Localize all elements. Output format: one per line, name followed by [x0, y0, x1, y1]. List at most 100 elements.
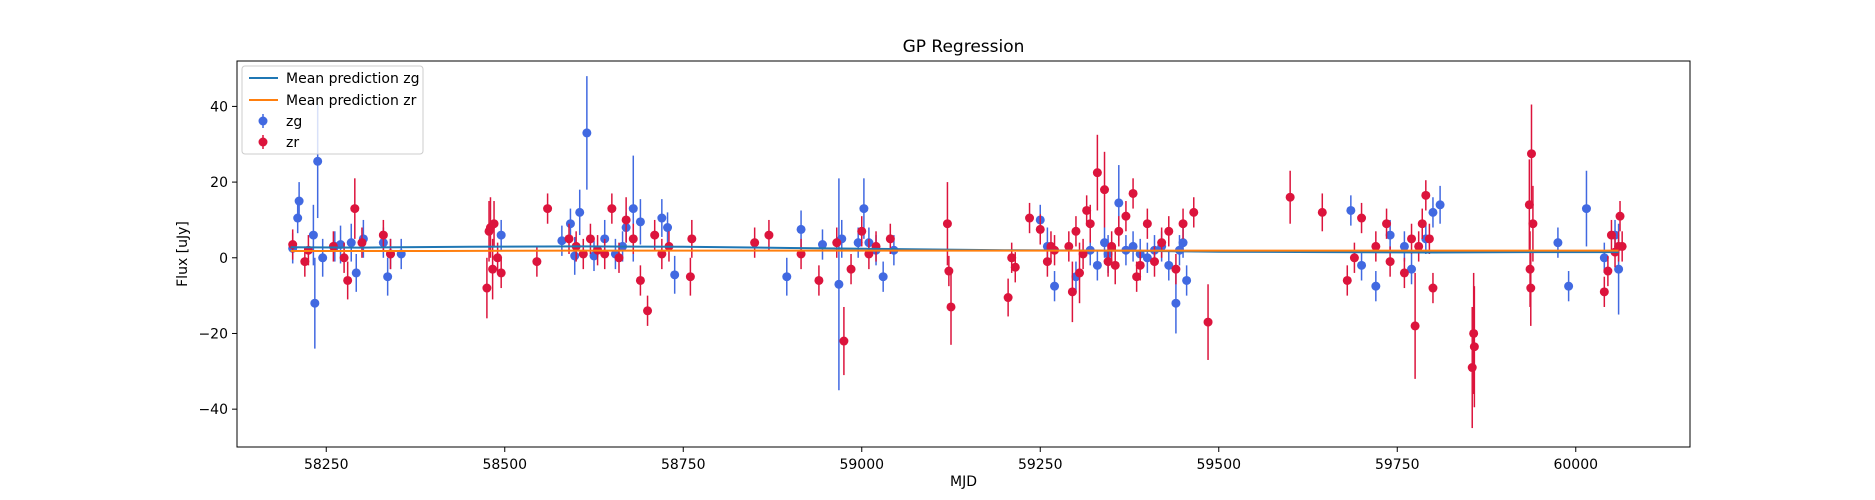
zr-point — [357, 238, 367, 248]
x-axis: 58250 58500 58750 59000 59250 59500 59750 60000 — [304, 447, 1598, 473]
zr-point — [543, 204, 553, 214]
zr-point — [1467, 363, 1477, 373]
zr-point — [1414, 241, 1424, 251]
zr-point — [300, 257, 310, 267]
chart-title: GP Regression — [903, 37, 1025, 57]
zr-point — [885, 234, 895, 244]
y-tick-label: −20 — [198, 326, 228, 342]
zr-point — [489, 219, 499, 229]
zr-point — [1171, 264, 1181, 274]
zr-point — [687, 234, 697, 244]
zr-point — [1371, 241, 1381, 251]
zr-point — [846, 264, 856, 274]
zr-point — [482, 283, 492, 293]
zr-point — [1010, 262, 1020, 272]
zr-point — [1121, 211, 1131, 221]
zr-point — [1615, 211, 1625, 221]
zr-point — [1357, 213, 1367, 223]
zr-point — [1114, 226, 1124, 236]
x-tick-label: 59000 — [839, 457, 884, 473]
zr-point — [607, 204, 617, 214]
zr-point — [942, 219, 952, 229]
zr-point — [1606, 230, 1616, 240]
zr-point — [1410, 321, 1420, 331]
zr-point — [1417, 219, 1427, 229]
zr-point — [1085, 219, 1095, 229]
zr-point — [1421, 190, 1431, 200]
legend-label-mean-zg: Mean prediction zg — [286, 71, 420, 87]
zr-point — [1407, 234, 1417, 244]
zg-point — [1399, 241, 1409, 251]
zr-point — [564, 234, 574, 244]
zg-point — [565, 219, 575, 229]
zr-point — [1110, 260, 1120, 270]
y-tick-label: −40 — [198, 402, 228, 418]
y-axis: −40 −20 0 20 40 — [198, 99, 237, 418]
zr-point — [532, 257, 542, 267]
zg-point — [308, 230, 318, 240]
zr-point — [1007, 253, 1017, 263]
zr-point — [1382, 219, 1392, 229]
zr-point — [1092, 168, 1102, 178]
zr-point — [946, 302, 956, 312]
zr-point — [1157, 238, 1167, 248]
x-tick-label: 60000 — [1553, 457, 1598, 473]
zr-point — [1528, 219, 1538, 229]
zr-point — [1599, 287, 1609, 297]
zr-point — [1526, 149, 1536, 159]
zr-point — [1203, 317, 1213, 327]
zg-point — [557, 236, 567, 246]
zg-point — [1182, 275, 1192, 285]
zr-point — [1342, 275, 1352, 285]
zr-point — [600, 249, 610, 259]
legend-label-mean-zr: Mean prediction zr — [286, 93, 417, 109]
legend-swatch-zr — [258, 137, 268, 147]
zr-point — [621, 215, 631, 225]
zr-point — [832, 238, 842, 248]
x-tick-label: 59750 — [1375, 457, 1420, 473]
zr-point — [1149, 257, 1159, 267]
zr-point — [657, 249, 667, 259]
zg-point — [496, 230, 506, 240]
zg-point — [1599, 253, 1609, 263]
y-tick-label: 0 — [219, 251, 228, 267]
zg-point — [310, 298, 320, 308]
y-axis-label: Flux [uJy] — [175, 221, 191, 287]
zr-point — [585, 234, 595, 244]
legend-box — [241, 65, 424, 155]
zg-point — [570, 251, 580, 261]
zr-point — [1189, 207, 1199, 217]
zr-point — [764, 230, 774, 240]
zr-point — [643, 306, 653, 316]
x-tick-label: 58750 — [661, 457, 706, 473]
zg-point — [346, 238, 356, 248]
zr-point — [1164, 226, 1174, 236]
zr-point — [1469, 342, 1479, 352]
zr-point — [1178, 219, 1188, 229]
zg-point — [582, 128, 592, 138]
zr-point — [1103, 257, 1113, 267]
axes-frame — [236, 60, 1691, 448]
zr-point — [628, 234, 638, 244]
legend-label-zr: zr — [286, 135, 299, 151]
zr-point — [864, 249, 874, 259]
zg-point — [1564, 281, 1574, 291]
zg-point — [657, 213, 667, 223]
zg-point — [293, 213, 303, 223]
zr-point — [614, 253, 624, 263]
zr-point — [1064, 241, 1074, 251]
zr-point — [857, 226, 867, 236]
zr-point — [1135, 260, 1145, 270]
zr-point — [488, 264, 498, 274]
zg-point — [1371, 281, 1381, 291]
x-tick-label: 58250 — [304, 457, 349, 473]
zr-point — [796, 249, 806, 259]
zg-point — [853, 238, 863, 248]
zg-point — [351, 268, 361, 278]
zr-point — [750, 238, 760, 248]
zr-point — [493, 253, 503, 263]
zg-point — [782, 272, 792, 282]
legend-label-zg: zg — [286, 114, 302, 130]
zr-point — [1025, 213, 1035, 223]
